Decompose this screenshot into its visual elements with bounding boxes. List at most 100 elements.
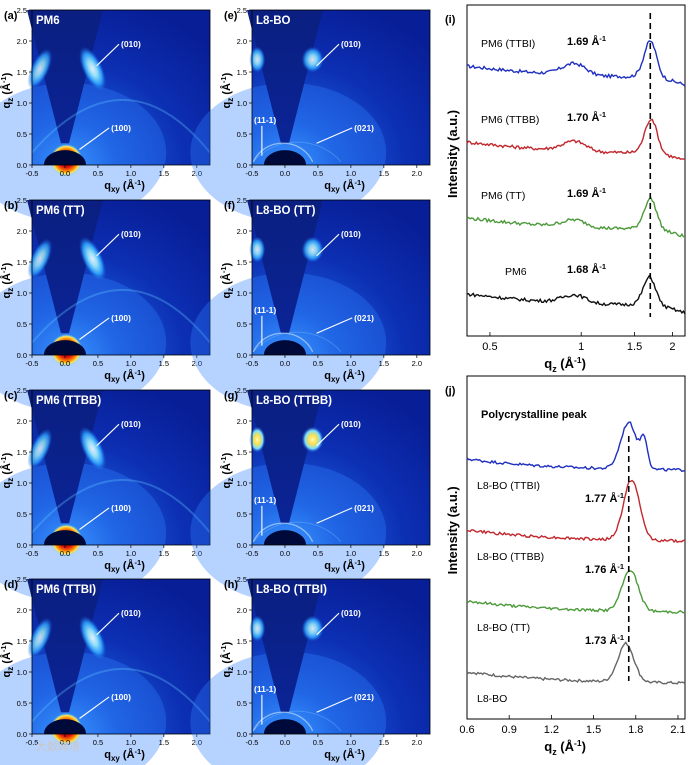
lobe-010-left — [249, 426, 266, 453]
x-axis-label: qxy (Å-1) — [104, 178, 145, 194]
beamstop-shadow — [43, 530, 87, 545]
series-line — [466, 570, 686, 614]
y-tick-label: 1.5 — [237, 637, 247, 646]
y-tick-label: 0.0 — [237, 541, 247, 550]
peak-arrow — [316, 612, 340, 636]
x-tick-label: 2.0 — [192, 169, 202, 178]
peak-label: (100) — [111, 313, 131, 323]
x-tick-label: 1.5 — [159, 169, 169, 178]
x-tick-label: 0.0 — [60, 359, 70, 368]
y-tick-label: 2.5 — [17, 386, 27, 395]
x-tick-label: 0.5 — [93, 359, 103, 368]
y-tick-label: 0.5 — [17, 699, 27, 708]
line-chart: (j) L8-BO (TTBI) L8-BO (TTBB) 1.77 Å-1 L8-BO… — [445, 375, 686, 757]
scattering-ring — [31, 667, 211, 723]
x-axis-label: qxy (Å-1) — [104, 368, 145, 384]
diffuse-glow — [0, 82, 167, 223]
y-tick-label: 0.5 — [237, 320, 247, 329]
panel-frame — [251, 9, 431, 166]
x-tick-label: 0.0 — [280, 549, 290, 558]
y-tick-label: 1.0 — [17, 99, 27, 108]
x-tick-label: 2.0 — [412, 169, 422, 178]
series-line — [466, 274, 686, 315]
giwaxs-panel: L8-BO (TT) (010) (11-1) (021) (f) 0.0 0.5 1.0 1.… — [190, 196, 431, 413]
panel-sample-label: L8-BO — [256, 15, 291, 27]
missing-wedge — [246, 10, 323, 144]
peak-arrow — [96, 43, 120, 67]
lobe-010-right — [301, 615, 324, 642]
y-tick-label: 0.5 — [237, 510, 247, 519]
missing-wedge — [26, 390, 103, 524]
y-tick-label: 1.5 — [17, 637, 27, 646]
x-tick-label: -0.5 — [26, 549, 39, 558]
panel-letter: (b) — [4, 200, 18, 212]
panel-sample-label: PM6 (TTBB) — [36, 395, 101, 407]
y-tick-label: 1.0 — [17, 668, 27, 677]
lobe-010-left — [27, 617, 53, 659]
peak-label: (010) — [341, 229, 361, 239]
peak-label: (010) — [121, 229, 141, 239]
x-tick-label: 2.0 — [412, 549, 422, 558]
y-tick-label: 2.5 — [237, 575, 247, 584]
series-name-label: PM6 (TTBB) — [481, 114, 539, 126]
peak-value-label: 1.76 Å-1 — [585, 562, 624, 576]
x-axis-label: qxy (Å-1) — [324, 747, 365, 763]
x-tick-label: 1.5 — [379, 738, 389, 747]
ring-021 — [252, 332, 314, 353]
panel-frame — [251, 199, 431, 356]
diffuse-glow — [0, 272, 167, 413]
panel-letter: (g) — [224, 390, 238, 402]
annotation-label: Polycrystalline peak — [481, 409, 588, 421]
lobe-010-right — [301, 236, 324, 263]
peak-arrow — [316, 423, 340, 447]
lobe-010-left — [249, 236, 266, 263]
beamstop-shadow — [263, 719, 307, 734]
beamstop-shadow — [263, 150, 307, 165]
beamstop-shadow — [43, 719, 87, 734]
peak-label: (100) — [111, 503, 131, 513]
y-tick-label: 1.5 — [17, 68, 27, 77]
y-axis-label: qz (Å-1) — [219, 262, 235, 298]
peak-arrow — [79, 317, 110, 340]
x-tick-label: 0.0 — [60, 169, 70, 178]
panel-letter: (f) — [224, 200, 235, 212]
y-tick-label: 2.5 — [237, 386, 247, 395]
y-tick-label: 2.0 — [17, 417, 27, 426]
panel-frame — [251, 578, 431, 735]
y-tick-label: 2.0 — [17, 37, 27, 46]
x-tick-label: 1.5 — [159, 549, 169, 558]
x-tick-label: 0.0 — [60, 549, 70, 558]
y-tick-label: 1.0 — [237, 99, 247, 108]
x-tick-label: 1.5 — [379, 169, 389, 178]
x-tick-label: -0.5 — [246, 549, 259, 558]
y-axis-label: qz (Å-1) — [0, 452, 15, 488]
peak-label: (021) — [354, 692, 374, 702]
x-axis-label: qxy (Å-1) — [324, 558, 365, 574]
missing-wedge — [246, 579, 323, 713]
panel-sample-label: PM6 — [36, 15, 60, 27]
peak-arrow — [316, 317, 353, 334]
peak-arrow — [79, 127, 110, 150]
y-tick-label: 0.5 — [17, 130, 27, 139]
x-tick-label: 1.0 — [126, 738, 136, 747]
beamstop-shadow — [43, 150, 87, 165]
y-axis-label: qz (Å-1) — [219, 641, 235, 677]
peak-label: (11-1) — [254, 684, 276, 694]
y-axis-label: qz (Å-1) — [219, 72, 235, 108]
peak-value-label: 1.77 Å-1 — [585, 491, 624, 505]
x-tick-label: 2.0 — [192, 738, 202, 747]
ring-021 — [252, 142, 314, 163]
y-tick-label: 2.5 — [17, 575, 27, 584]
diffuse-glow — [0, 462, 167, 603]
peak-arrow — [316, 507, 353, 524]
x-tick-label: 2 — [669, 341, 675, 353]
y-axis-label: qz (Å-1) — [0, 641, 15, 677]
y-tick-label: 2.0 — [237, 606, 247, 615]
lobe-010-right — [301, 46, 324, 73]
series-name-label: PM6 — [505, 266, 527, 278]
giwaxs-panels: PM6(010)(100)(a)0.00.51.01.52.02.5-0.5 0.… — [0, 6, 431, 765]
peak-label: (11-1) — [254, 495, 276, 505]
peak-value-label: 1.73 Å-1 — [585, 633, 624, 647]
giwaxs-panel: PM6 (TTBI) (010) (100) (d) 0.0 0.5 1.0 1.5 2.0 2.… — [0, 575, 211, 765]
